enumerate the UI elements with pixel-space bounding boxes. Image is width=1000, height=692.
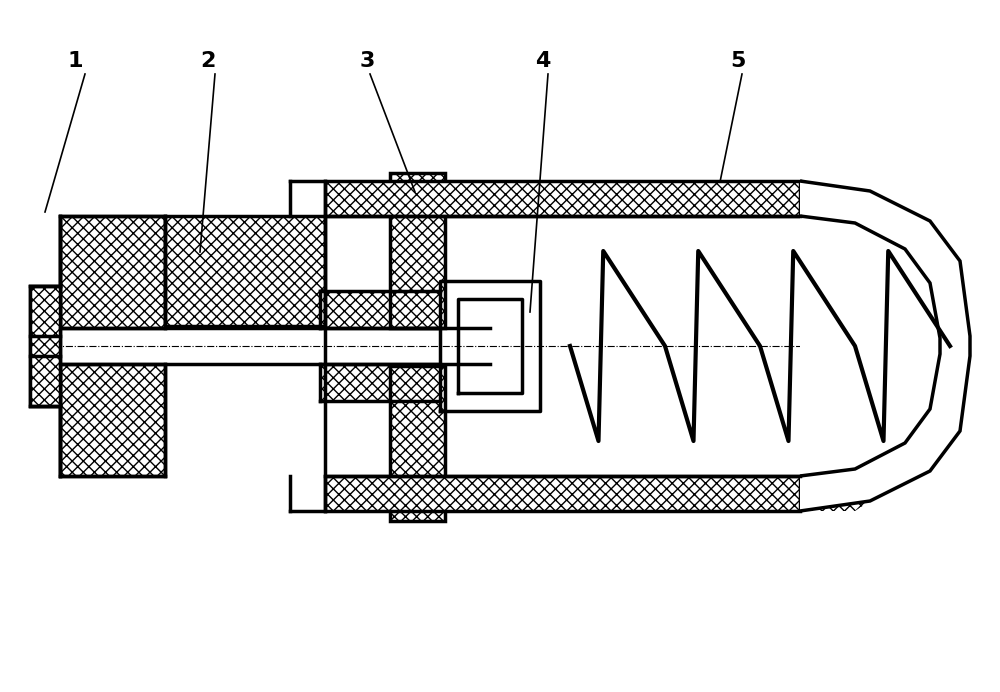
Polygon shape <box>60 216 165 328</box>
Bar <box>390 366 445 521</box>
Bar <box>325 181 800 216</box>
Text: 1: 1 <box>68 51 84 71</box>
Bar <box>165 216 325 326</box>
PathPatch shape <box>800 181 970 511</box>
Polygon shape <box>60 364 165 476</box>
Text: 4: 4 <box>535 51 550 71</box>
Polygon shape <box>325 476 870 511</box>
Bar <box>390 173 445 328</box>
Bar <box>30 286 60 406</box>
Text: 5: 5 <box>730 51 745 71</box>
Text: 2: 2 <box>200 51 215 71</box>
PathPatch shape <box>800 216 940 476</box>
Polygon shape <box>320 364 440 401</box>
Polygon shape <box>30 286 60 406</box>
Bar <box>325 476 800 511</box>
Polygon shape <box>325 181 870 216</box>
Polygon shape <box>320 291 440 328</box>
Text: 3: 3 <box>360 51 375 71</box>
